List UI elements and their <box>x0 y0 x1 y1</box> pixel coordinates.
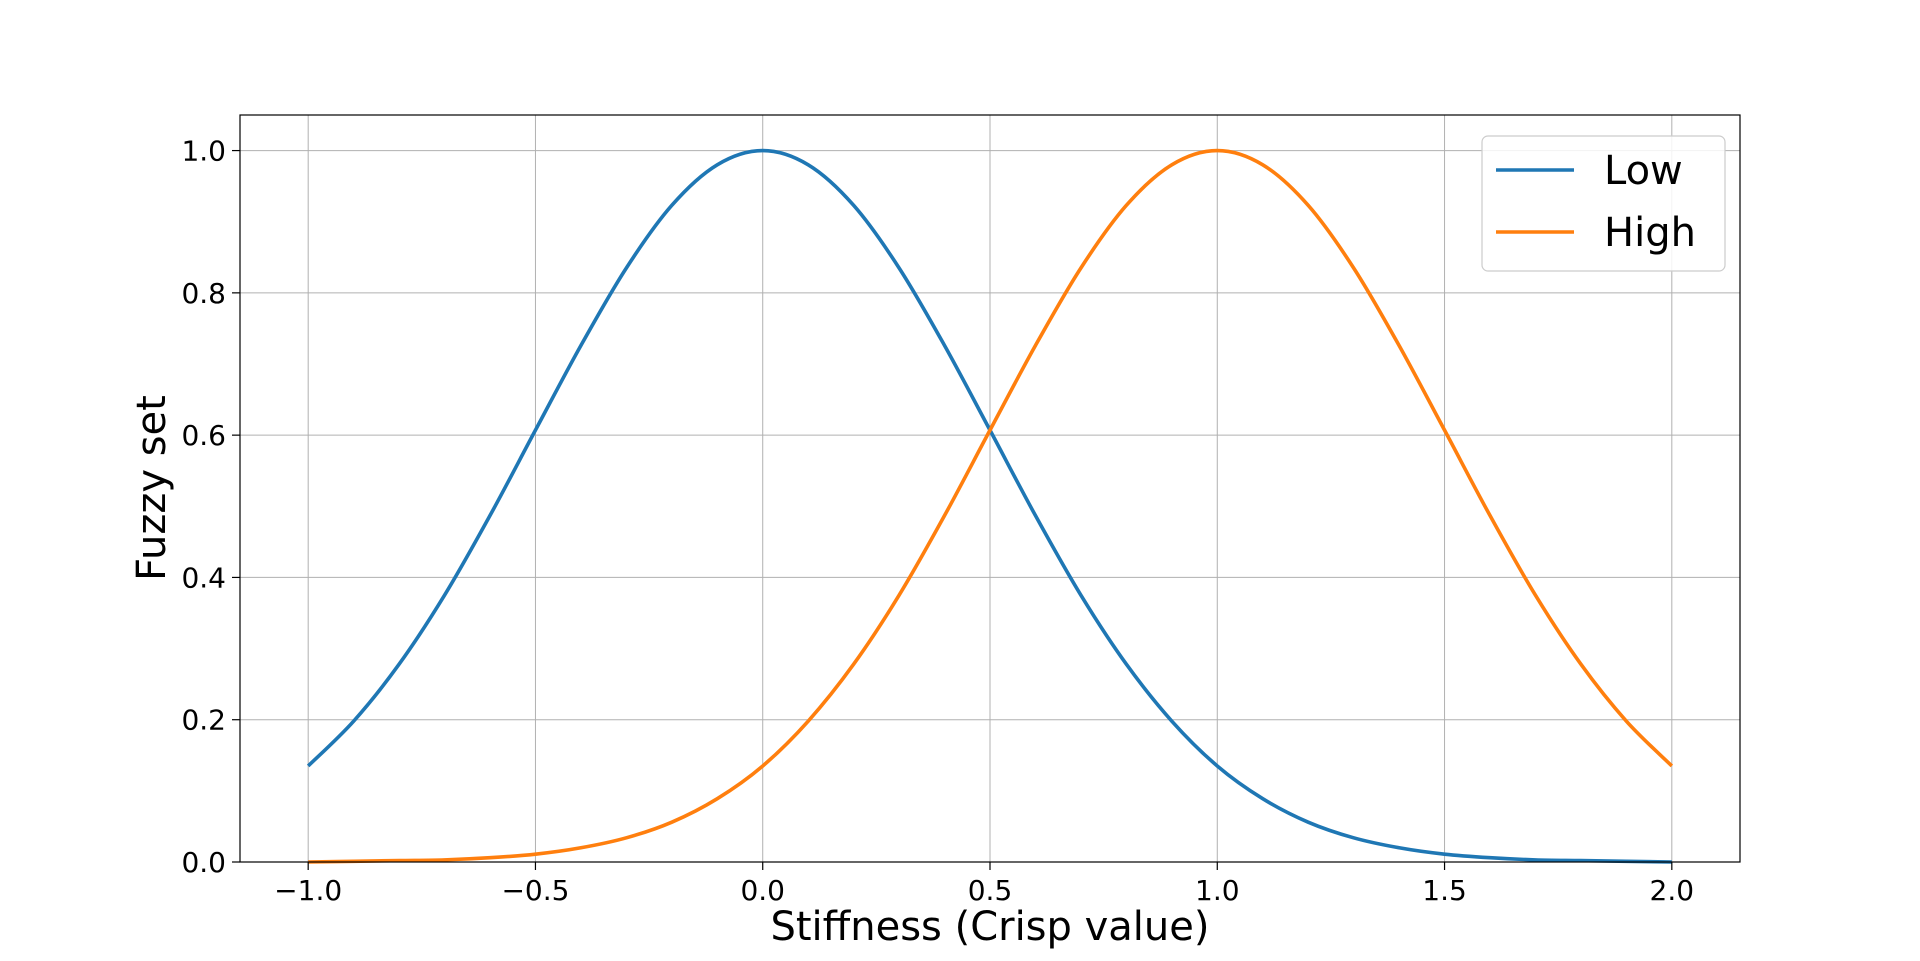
y-tick-label: 0.4 <box>181 561 226 594</box>
y-tick-label: 0.8 <box>181 277 226 310</box>
x-axis-label: Stiffness (Crisp value) <box>770 904 1209 950</box>
y-tick-label: 0.0 <box>181 846 226 879</box>
x-tick-label: 0.0 <box>740 874 785 907</box>
x-tick-label: 1.5 <box>1422 874 1467 907</box>
x-axis: −1.0 −0.5 0.0 0.5 1.0 1.5 2.0 <box>274 862 1694 907</box>
legend-label-high: High <box>1604 210 1696 256</box>
legend: Low High <box>1481 135 1726 272</box>
series-layer <box>306 148 1674 864</box>
y-axis-label: Fuzzy set <box>129 395 175 581</box>
x-tick-label: 1.0 <box>1195 874 1240 907</box>
x-tick-label: 0.5 <box>968 874 1013 907</box>
x-tick-label: −0.5 <box>501 874 569 907</box>
y-axis: 0.0 0.2 0.4 0.6 0.8 1.0 <box>181 135 240 879</box>
y-tick-label: 0.6 <box>181 419 226 452</box>
legend-label-low: Low <box>1604 148 1683 194</box>
x-tick-label: −1.0 <box>274 874 342 907</box>
y-tick-label: 0.2 <box>181 704 226 737</box>
series-line-high <box>308 148 1674 864</box>
y-tick-label: 1.0 <box>181 135 226 168</box>
x-tick-label: 2.0 <box>1650 874 1695 907</box>
series-line-low <box>306 148 1672 864</box>
